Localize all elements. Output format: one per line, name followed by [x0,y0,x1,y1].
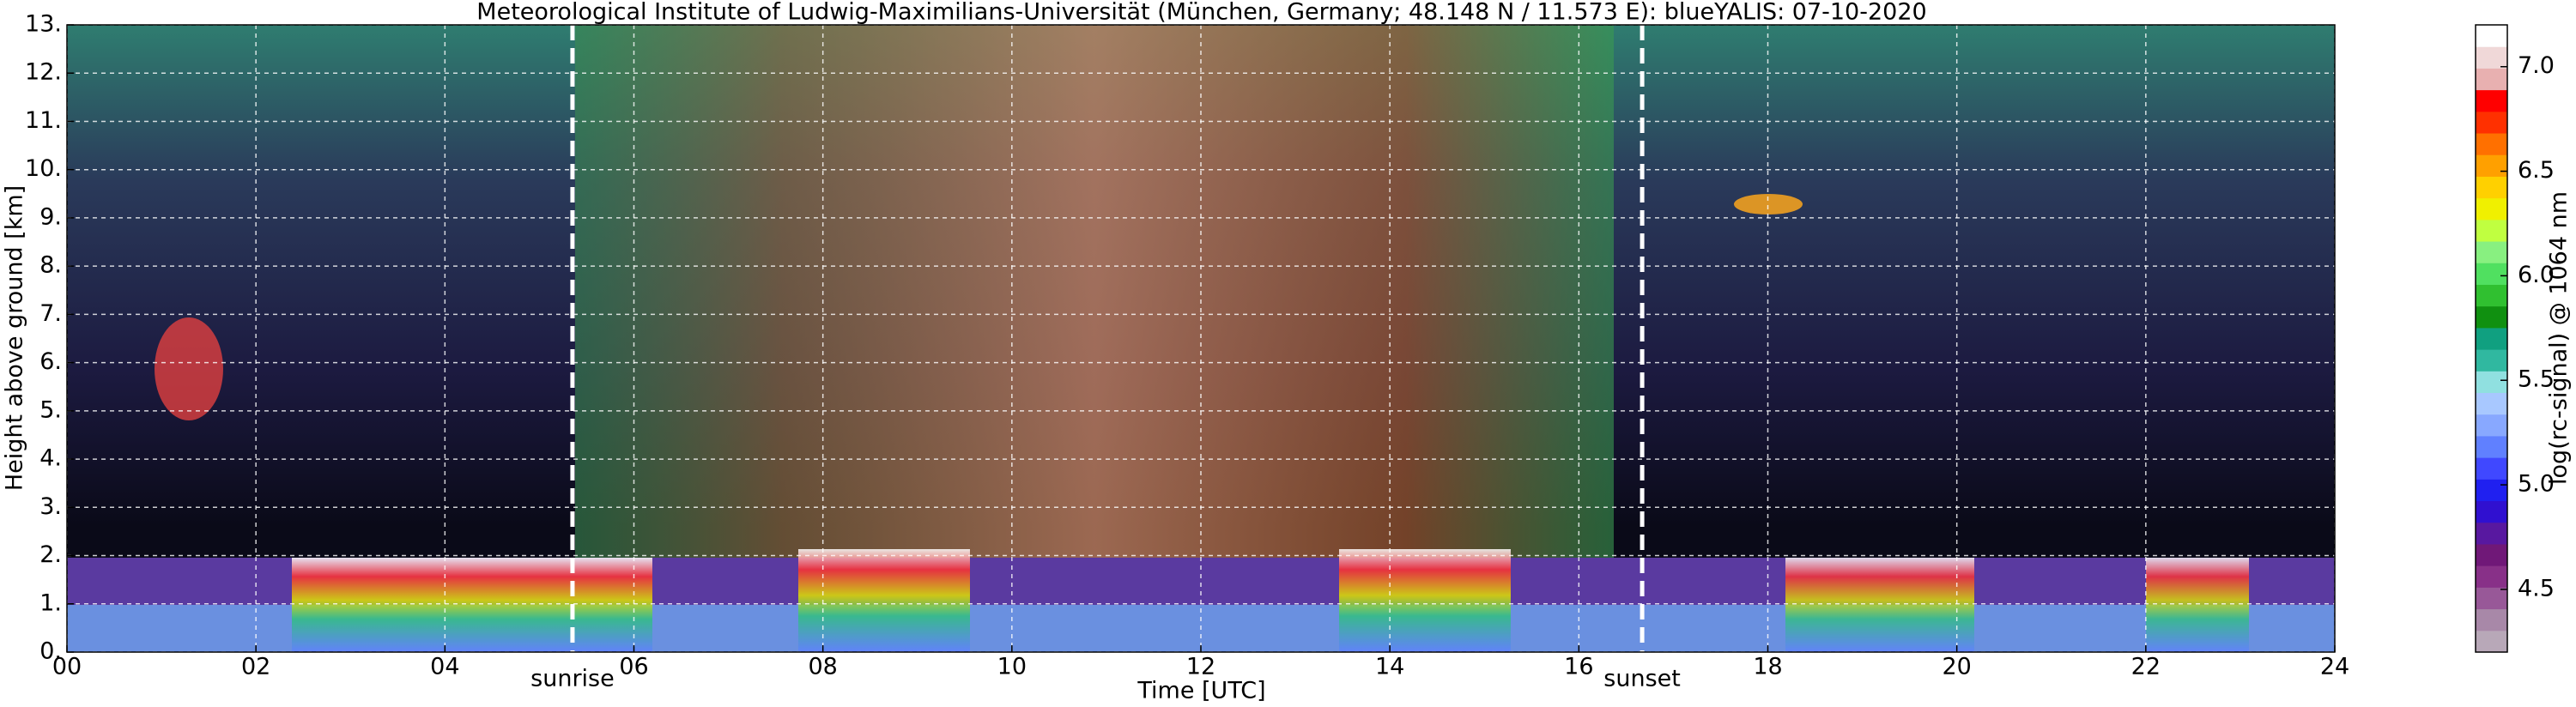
colorbar-level [2476,327,2507,350]
x-tick-label: 00 [52,654,82,680]
colorbar-level [2476,219,2507,242]
colorbar-level [2476,154,2507,177]
annotation-label: sunset [1603,666,1681,692]
x-tick-label: 22 [2131,654,2161,680]
colorbar-level [2476,68,2507,91]
colorbar-tick-label: 5.5 [2518,366,2555,393]
colorbar-level [2476,133,2507,155]
colorbar-level [2476,25,2507,47]
colorbar-level [2476,630,2507,653]
colorbar-level [2476,197,2507,221]
colorbar-level [2476,89,2507,112]
colorbar-level [2476,263,2507,285]
colorbar-level [2476,46,2507,69]
y-tick-label: 13. [25,11,62,38]
y-tick-label: 0. [39,638,62,665]
colorbar-level [2476,241,2507,263]
x-tick-label: 06 [619,654,648,680]
x-tick-label: 20 [1942,654,1971,680]
colorbar-label: log(rc-signal) @ 1064 nm [2546,191,2573,485]
annotation-label: sunrise [530,666,615,692]
colorbar-level [2476,457,2507,480]
colorbar-level [2476,522,2507,545]
colorbar-level [2476,284,2507,307]
colorbar-level [2476,608,2507,631]
chart-title: Meteorological Institute of Ludwig-Maxim… [476,0,1926,26]
colorbar-level [2476,435,2507,458]
x-tick-label: 12 [1186,654,1215,680]
x-tick-label: 24 [2320,654,2349,680]
y-tick-label: 4. [39,445,62,472]
colorbar-level [2476,479,2507,502]
y-tick-label: 10. [25,155,62,182]
y-tick-label: 7. [39,300,62,327]
x-tick-label: 04 [430,654,459,680]
colorbar-level [2476,392,2507,415]
colorbar-level [2476,587,2507,610]
colorbar-level [2476,305,2507,329]
colorbar-tick-label: 5.0 [2518,471,2555,498]
x-tick-label: 02 [241,654,270,680]
colorbar-tick-label: 4.5 [2518,575,2555,601]
x-tick-label: 10 [997,654,1027,680]
y-tick-label: 2. [39,541,62,568]
x-tick-label: 08 [808,654,837,680]
y-axis-label: Height above ground [km] [2,185,28,491]
x-tick-label: 18 [1753,654,1782,680]
y-tick-label: 3. [39,493,62,520]
colorbar-level [2476,111,2507,134]
x-axis-label: Time [UTC] [1136,678,1265,704]
x-tick-label: 14 [1375,654,1404,680]
y-tick-label: 6. [39,348,62,375]
y-tick-label: 5. [39,396,62,423]
colorbar-level [2476,543,2507,566]
colorbar-tick-label: 6.0 [2518,262,2555,288]
y-tick-label: 8. [39,252,62,279]
y-tick-label: 1. [39,589,62,616]
colorbar-level [2476,176,2507,199]
colorbar-frame [2475,24,2508,653]
colorbar-tick-label: 7.0 [2518,52,2555,79]
x-tick-label: 16 [1564,654,1593,680]
y-tick-label: 9. [39,203,62,230]
colorbar-level [2476,500,2507,523]
y-tick-label: 12. [25,59,62,86]
colorbar-level [2476,414,2507,437]
plot-frame [66,24,2336,653]
colorbar-level [2476,349,2507,372]
colorbar-level [2476,565,2507,588]
y-tick-label: 11. [25,107,62,134]
colorbar-tick-label: 6.5 [2518,157,2555,184]
colorbar-level [2476,371,2507,394]
